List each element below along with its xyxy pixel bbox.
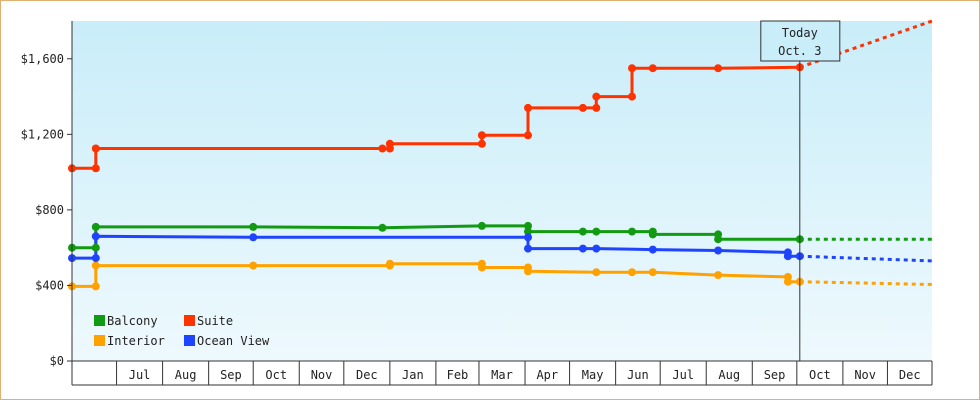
data-point-suite xyxy=(91,164,100,173)
legend-label-interior: Interior xyxy=(107,334,165,348)
data-point-suite xyxy=(714,64,723,73)
data-point-balcony xyxy=(91,222,100,231)
legend-swatch-suite xyxy=(184,315,195,326)
legend-label-suite: Suite xyxy=(197,314,233,328)
data-point-ocean-view xyxy=(91,232,100,241)
data-point-balcony xyxy=(592,227,601,236)
data-point-suite xyxy=(477,139,486,148)
x-tick-label: May xyxy=(582,368,604,382)
legend-label-ocean-view: Ocean View xyxy=(197,334,270,348)
x-tick-label: Jan xyxy=(402,368,424,382)
data-point-suite xyxy=(477,131,486,140)
y-tick-label: $0 xyxy=(50,354,64,368)
series-forecast-interior xyxy=(799,280,933,286)
x-tick-label: Nov xyxy=(311,368,333,382)
data-point-interior xyxy=(592,268,601,277)
legend-swatch-balcony xyxy=(94,315,105,326)
data-point-suite xyxy=(578,103,587,112)
x-tick-label: Oct xyxy=(809,368,831,382)
data-point-suite xyxy=(592,103,601,112)
today-box xyxy=(760,20,841,62)
data-point-balcony xyxy=(648,230,657,239)
x-tick-label: Sep xyxy=(220,368,242,382)
legend-swatch-ocean-view xyxy=(184,335,195,346)
series-line-balcony xyxy=(72,224,800,250)
x-tick-label: Aug xyxy=(718,368,740,382)
data-point-balcony xyxy=(524,221,532,230)
data-point-interior xyxy=(628,268,636,277)
data-point-interior xyxy=(714,271,723,280)
data-point-balcony xyxy=(378,223,387,232)
series-forecast-ocean-view xyxy=(799,254,933,263)
data-point-ocean-view xyxy=(592,244,601,253)
data-point-balcony xyxy=(628,227,636,236)
data-point-suite xyxy=(628,64,636,73)
legend-label-balcony: Balcony xyxy=(107,314,158,328)
data-point-ocean-view xyxy=(524,244,532,253)
x-tick-label: Mar xyxy=(491,368,513,382)
data-point-interior xyxy=(477,263,486,272)
data-point-ocean-view xyxy=(648,245,657,254)
data-point-interior xyxy=(524,267,532,276)
data-point-interior xyxy=(385,259,394,268)
x-tick-label: Feb xyxy=(447,368,469,382)
data-point-interior xyxy=(648,268,657,277)
legend-swatch-interior xyxy=(94,335,105,346)
data-point-suite xyxy=(628,92,636,101)
data-point-interior xyxy=(783,277,792,286)
data-point-balcony xyxy=(714,235,723,244)
x-tick-label: Jul xyxy=(129,368,151,382)
x-tick-label: Jun xyxy=(627,368,649,382)
today-date-label: Oct. 3 xyxy=(778,44,821,58)
data-point-ocean-view xyxy=(714,246,723,255)
data-point-interior xyxy=(249,261,258,270)
plot-background xyxy=(72,21,932,361)
data-point-suite xyxy=(378,144,387,153)
data-point-ocean-view xyxy=(783,252,792,261)
data-point-balcony xyxy=(91,243,100,252)
data-point-ocean-view xyxy=(578,244,587,253)
y-tick-label: $1,200 xyxy=(21,127,64,141)
data-point-suite xyxy=(385,139,394,148)
x-tick-label: Aug xyxy=(175,368,197,382)
today-label: Today xyxy=(782,26,818,40)
data-point-ocean-view xyxy=(249,233,258,242)
data-point-balcony xyxy=(578,227,587,236)
data-point-balcony xyxy=(477,221,486,230)
y-tick-label: $1,600 xyxy=(21,52,64,66)
data-point-suite xyxy=(524,131,532,140)
x-tick-label: Sep xyxy=(764,368,786,382)
data-point-suite xyxy=(524,103,532,112)
data-point-suite xyxy=(91,144,100,153)
data-point-ocean-view xyxy=(524,233,532,242)
x-tick-label: Oct xyxy=(265,368,287,382)
data-point-suite xyxy=(648,64,657,73)
x-tick-label: Jul xyxy=(672,368,694,382)
y-tick-label: $400 xyxy=(35,278,64,292)
x-tick-label: Nov xyxy=(854,368,876,382)
data-point-balcony xyxy=(249,222,258,231)
x-tick-label: Dec xyxy=(899,368,921,382)
x-tick-label: Dec xyxy=(356,368,378,382)
data-point-suite xyxy=(592,92,601,101)
x-tick-label: Apr xyxy=(536,368,558,382)
data-point-balcony xyxy=(524,227,532,236)
data-point-interior xyxy=(91,261,100,270)
data-point-ocean-view xyxy=(91,254,100,263)
y-tick-label: $800 xyxy=(35,203,64,217)
data-point-interior xyxy=(91,282,100,291)
